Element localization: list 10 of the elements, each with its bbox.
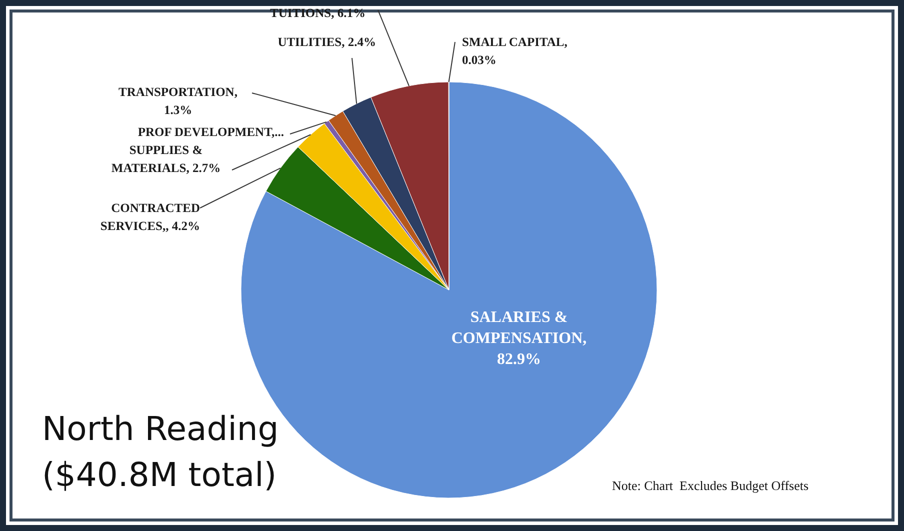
slice-label: SALARIES & COMPENSATION, 82.9%	[451, 309, 587, 368]
slice-label: CONTRACTED SERVICES,, 4.2%	[100, 201, 200, 233]
text: North Reading	[42, 409, 279, 448]
slice-label: PROF DEVELOPMENT,...	[138, 125, 284, 139]
text: ($40.8M total)	[42, 455, 277, 494]
slice-label: SMALL CAPITAL, 0.03%	[462, 35, 568, 67]
slice-label: SUPPLIES & MATERIALS, 2.7%	[111, 143, 221, 175]
slice-label: UTILITIES, 2.4%	[278, 35, 376, 49]
slice-label: TRANSPORTATION, 1.3%	[118, 85, 238, 117]
text: Note: Chart Excludes Budget Offsets	[612, 478, 809, 493]
